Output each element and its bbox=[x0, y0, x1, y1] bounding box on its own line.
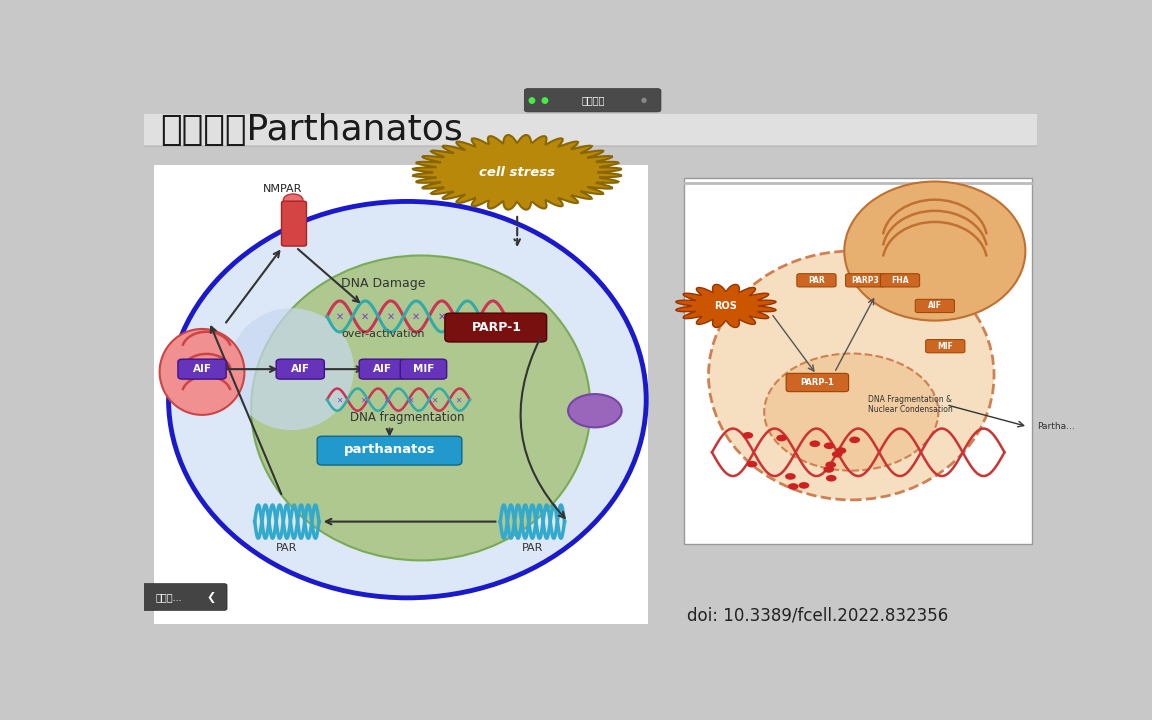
Circle shape bbox=[826, 475, 836, 482]
Text: AIF: AIF bbox=[192, 364, 212, 374]
Ellipse shape bbox=[160, 329, 244, 415]
Circle shape bbox=[746, 461, 757, 467]
FancyBboxPatch shape bbox=[177, 359, 226, 379]
Text: AIF: AIF bbox=[373, 364, 392, 374]
Text: ✕: ✕ bbox=[335, 395, 342, 404]
Text: ●: ● bbox=[641, 97, 647, 103]
Text: MIF: MIF bbox=[938, 342, 953, 351]
FancyBboxPatch shape bbox=[281, 201, 306, 246]
Text: ●: ● bbox=[540, 96, 548, 104]
Text: NMPAR: NMPAR bbox=[263, 184, 302, 194]
Text: ✕: ✕ bbox=[407, 395, 414, 404]
Text: PAR: PAR bbox=[808, 276, 825, 285]
Ellipse shape bbox=[764, 354, 939, 471]
Text: ✕: ✕ bbox=[387, 312, 395, 321]
Text: MIF: MIF bbox=[412, 364, 434, 374]
FancyBboxPatch shape bbox=[317, 436, 462, 465]
Text: ✕: ✕ bbox=[438, 312, 446, 321]
FancyBboxPatch shape bbox=[846, 274, 885, 287]
Text: AIF: AIF bbox=[927, 302, 942, 310]
Text: ✕: ✕ bbox=[488, 312, 497, 321]
Circle shape bbox=[849, 436, 861, 444]
FancyBboxPatch shape bbox=[797, 274, 836, 287]
Text: PARP3: PARP3 bbox=[851, 276, 879, 285]
Text: DNA Fragmentation &
Nuclear Condensation: DNA Fragmentation & Nuclear Condensation bbox=[869, 395, 953, 415]
FancyBboxPatch shape bbox=[926, 340, 965, 353]
Text: FHA: FHA bbox=[892, 276, 909, 285]
Text: ✕: ✕ bbox=[335, 312, 343, 321]
Circle shape bbox=[788, 483, 798, 490]
Circle shape bbox=[776, 435, 787, 441]
FancyBboxPatch shape bbox=[915, 300, 955, 312]
Text: parthanatos: parthanatos bbox=[343, 443, 435, 456]
FancyBboxPatch shape bbox=[359, 359, 406, 379]
Text: ✕: ✕ bbox=[384, 395, 389, 404]
Ellipse shape bbox=[844, 181, 1025, 320]
Text: AIF: AIF bbox=[290, 364, 310, 374]
FancyBboxPatch shape bbox=[276, 359, 325, 379]
Ellipse shape bbox=[168, 202, 646, 598]
Ellipse shape bbox=[251, 256, 590, 560]
Text: 点什么...: 点什么... bbox=[156, 592, 182, 602]
FancyBboxPatch shape bbox=[684, 178, 1032, 544]
FancyBboxPatch shape bbox=[144, 114, 1037, 145]
Text: 腾讯会议: 腾讯会议 bbox=[582, 95, 605, 105]
Text: 线粒体和Parthanatos: 线粒体和Parthanatos bbox=[160, 112, 463, 147]
Circle shape bbox=[798, 482, 810, 489]
Text: ✕: ✕ bbox=[359, 395, 366, 404]
Text: ❮: ❮ bbox=[206, 592, 215, 603]
FancyBboxPatch shape bbox=[786, 374, 849, 392]
FancyBboxPatch shape bbox=[137, 584, 227, 611]
Text: doi: 10.3389/fcell.2022.832356: doi: 10.3389/fcell.2022.832356 bbox=[687, 607, 948, 625]
Text: PAR: PAR bbox=[276, 543, 297, 553]
Text: PAR: PAR bbox=[522, 543, 543, 553]
Text: Partha...: Partha... bbox=[1037, 422, 1075, 431]
Ellipse shape bbox=[229, 308, 354, 430]
FancyBboxPatch shape bbox=[445, 313, 547, 342]
FancyBboxPatch shape bbox=[153, 164, 649, 624]
Text: DNA fragmentation: DNA fragmentation bbox=[350, 411, 464, 424]
Circle shape bbox=[832, 451, 842, 457]
FancyBboxPatch shape bbox=[524, 89, 661, 112]
Text: cell stress: cell stress bbox=[479, 166, 555, 179]
Circle shape bbox=[835, 447, 847, 454]
Circle shape bbox=[785, 473, 796, 480]
Text: over-activation: over-activation bbox=[341, 329, 425, 339]
Text: ✕: ✕ bbox=[412, 312, 420, 321]
Circle shape bbox=[825, 462, 836, 468]
Polygon shape bbox=[676, 284, 776, 328]
Text: ●: ● bbox=[528, 96, 536, 104]
Circle shape bbox=[824, 466, 834, 473]
Text: ✕: ✕ bbox=[431, 395, 438, 404]
Text: PARP-1: PARP-1 bbox=[801, 378, 834, 387]
Ellipse shape bbox=[708, 251, 994, 500]
Circle shape bbox=[568, 394, 622, 428]
Text: DNA Damage: DNA Damage bbox=[341, 276, 425, 289]
Circle shape bbox=[824, 442, 834, 449]
Circle shape bbox=[283, 194, 303, 206]
Text: ✕: ✕ bbox=[362, 312, 370, 321]
Circle shape bbox=[810, 441, 820, 447]
Polygon shape bbox=[412, 135, 622, 210]
Text: ROS: ROS bbox=[714, 301, 737, 311]
Text: PARP-1: PARP-1 bbox=[471, 321, 522, 334]
Text: ✕: ✕ bbox=[463, 312, 471, 321]
FancyBboxPatch shape bbox=[400, 359, 447, 379]
Text: ✕: ✕ bbox=[455, 395, 461, 404]
FancyBboxPatch shape bbox=[880, 274, 919, 287]
Circle shape bbox=[743, 432, 753, 438]
